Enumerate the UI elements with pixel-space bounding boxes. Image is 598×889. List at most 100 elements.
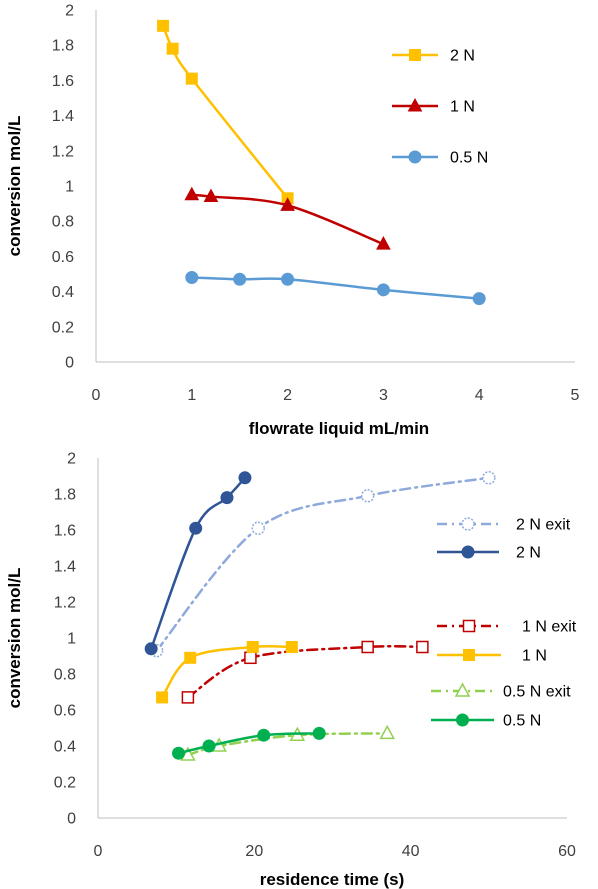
legend-entry: 0.5 N [431,713,541,730]
series-1-N-group [184,186,391,250]
data-point [312,726,326,740]
series-line [160,644,294,699]
data-point [220,491,234,505]
legend-marker [407,97,423,112]
data-point [285,641,298,653]
y-axis-label: conversion mol/L [5,568,24,709]
series-05-N-group [185,271,486,306]
legend-label: 1 N [450,99,475,116]
data-point [233,272,247,286]
legend-entry: 2 N exit [437,517,571,534]
legend-marker [462,619,476,633]
data-point [238,471,252,485]
series-line [177,732,321,755]
series-line [190,276,481,300]
data-point [246,641,259,653]
data-point [157,19,170,32]
y-tick-label: 2 [65,3,74,20]
series-05-N-group [172,726,326,760]
series-line [155,476,491,652]
data-point [281,272,295,286]
data-point [360,489,375,503]
y-tick-label: 0.8 [54,667,76,684]
series-line [186,732,389,757]
legend-label: 2 N exit [516,517,571,534]
y-tick-label: 0.2 [54,775,76,792]
data-point [257,728,271,742]
x-tick-label: 3 [379,387,388,404]
data-point [185,72,198,85]
y-tick-label: 0.4 [54,739,76,756]
legend-marker [456,713,469,727]
series-line [149,476,247,651]
data-point [251,521,265,535]
y-tick-label: 0 [65,355,74,372]
y-tick-label: 0.2 [52,319,74,336]
legend-label: 1 N exit [522,619,577,636]
data-point [376,236,391,250]
legend-marker [461,517,475,531]
y-tick-label: 0.8 [52,214,74,231]
data-point [379,724,395,740]
x-axis-label: flowrate liquid mL/min [249,419,429,438]
x-tick-label: 5 [571,387,580,404]
series-2-N-exit-group [149,471,496,658]
data-point [172,746,186,760]
data-point [144,642,158,656]
legend-label: 2 N [516,545,541,562]
y-tick-label: 0 [67,811,76,828]
data-point [472,292,486,306]
legend-entry: 2 N [437,545,541,562]
data-point [185,271,199,285]
x-tick-label: 4 [475,387,484,404]
data-point [181,691,195,704]
data-point [361,640,374,654]
x-tick-label: 60 [558,843,576,860]
legend-label: 2 N [450,48,475,65]
legend-label: 0.5 N exit [503,684,571,701]
data-point [189,521,203,535]
legend-entry: 0.5 N [392,150,488,167]
y-tick-label: 1.4 [54,559,76,576]
legend-entry: 2 N [392,48,475,65]
data-point [184,186,200,201]
data-point [202,739,216,753]
data-point [166,42,179,55]
y-axis-label: conversion mol/L [5,116,24,257]
data-point [482,471,496,485]
y-tick-label: 1.6 [52,73,74,90]
legend-marker [409,49,421,61]
legend-label: 0.5 N [503,713,541,730]
data-point [156,691,169,704]
legend-label: 1 N [522,648,547,665]
y-tick-label: 1.4 [52,108,74,125]
data-point [203,188,219,203]
data-point [184,651,197,664]
y-tick-label: 1.2 [54,595,76,612]
data-point [244,651,257,665]
data-point [376,283,390,297]
legend-entry: 1 N [437,648,547,665]
x-tick-label: 0 [92,387,101,404]
data-point [416,640,429,654]
chart-2: 00.20.40.60.811.21.41.61.820 20 40 60reside… [5,451,577,889]
series-line [161,24,289,200]
series-2-N-group [157,19,294,205]
legend-marker [463,649,475,661]
y-tick-label: 1.2 [52,143,74,160]
series-line [190,193,385,246]
x-tick-label: 0 [94,843,103,860]
x-tick-label: 2 [283,387,292,404]
y-tick-label: 0.6 [52,249,74,266]
y-tick-label: 1 [67,631,76,648]
y-tick-label: 1 [65,179,74,196]
series-1-N-group [156,641,298,704]
x-tick-label: 20 [245,843,263,860]
y-tick-label: 1.6 [54,523,76,540]
legend-label: 0.5 N [450,150,488,167]
series-line [186,644,424,699]
x-tick-label: 40 [402,843,420,860]
y-tick-label: 1.8 [54,487,76,504]
legend-marker [408,150,422,164]
